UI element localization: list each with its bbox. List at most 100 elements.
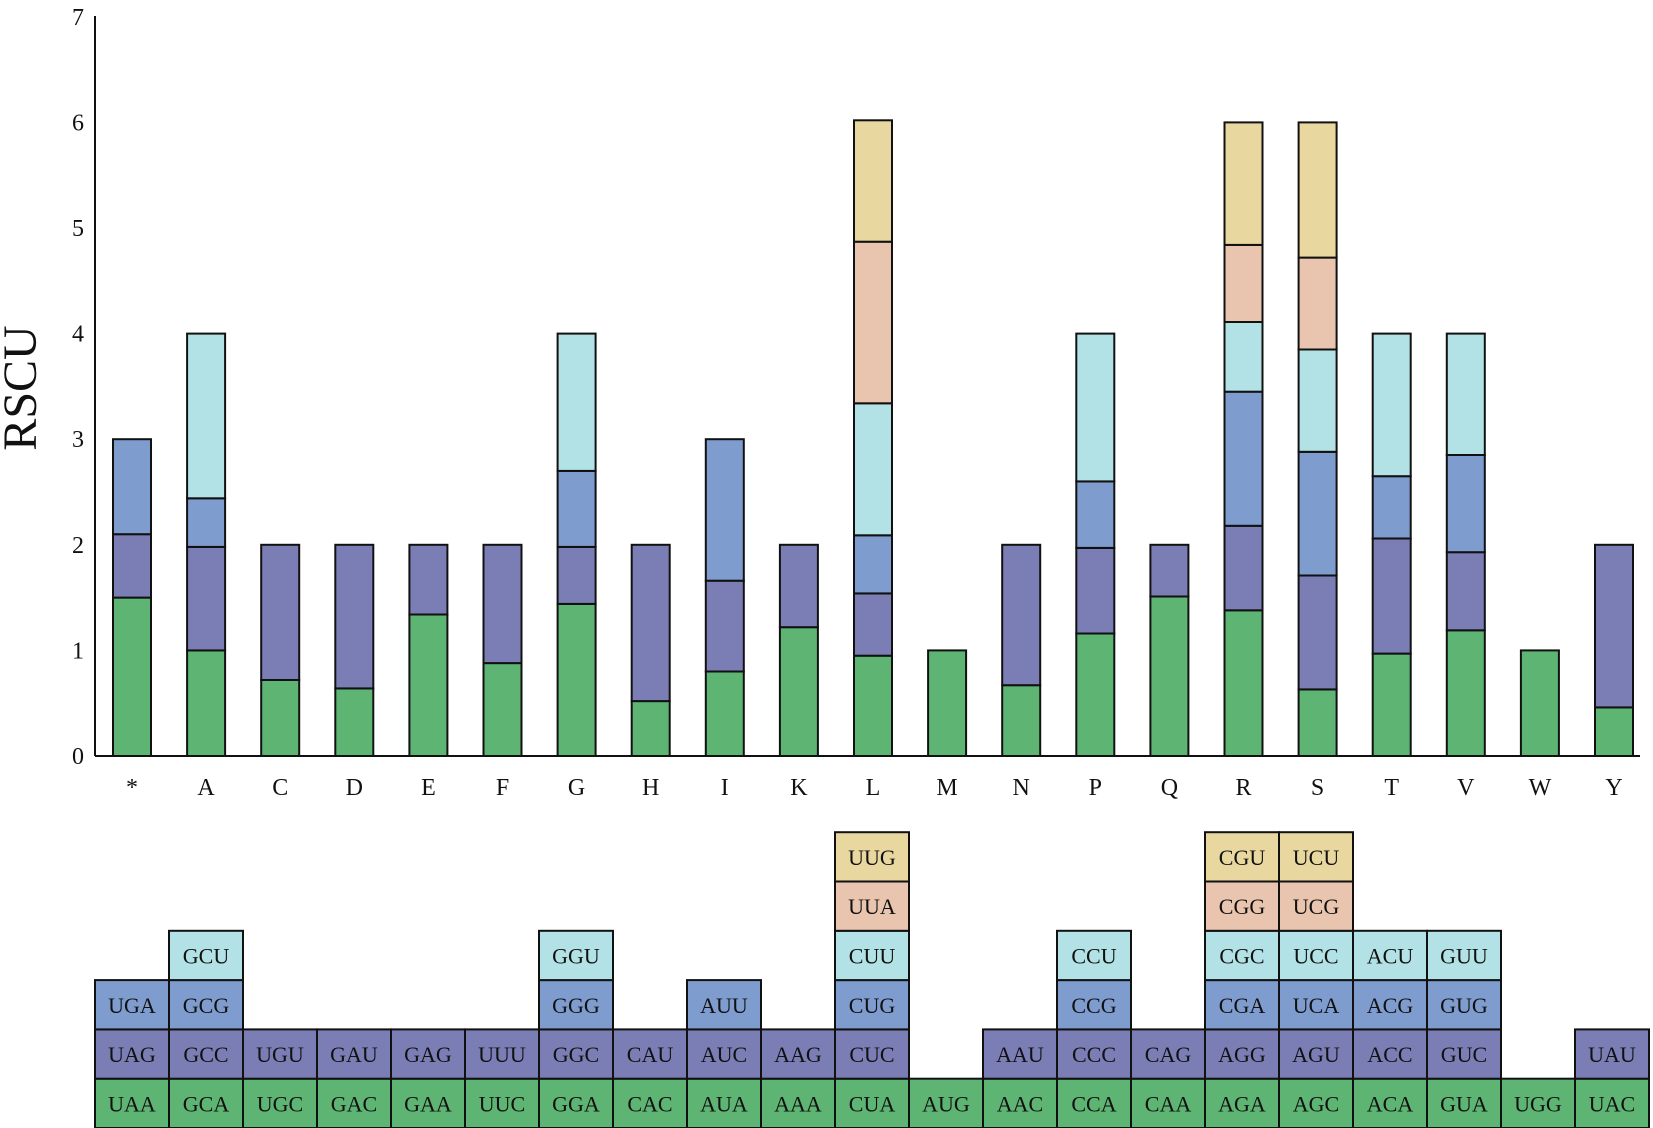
codon-cell-CUU: [834, 929, 910, 982]
codon-cell-AUG: [908, 1077, 984, 1128]
codon-label-UGC: UGC: [257, 1091, 303, 1116]
x-tick-label: H: [642, 775, 659, 801]
codon-cell-CCC: [1056, 1028, 1132, 1080]
codon-cell-GCG: [168, 979, 244, 1031]
codon-label-CUA: CUA: [849, 1091, 896, 1116]
codon-cell-UCU: [1278, 831, 1354, 883]
bar-segment-Q-CAG: [1149, 543, 1190, 598]
bar-segment-A-GCA: [186, 649, 227, 758]
bar-segment-G-GGC: [556, 545, 597, 605]
codon-cell-CAG: [1130, 1028, 1206, 1080]
codon-label-UUU: UUU: [478, 1042, 526, 1067]
bar-segment-G-GGA: [556, 602, 597, 758]
y-tick-label: 4: [72, 322, 84, 348]
codon-label-AUA: AUA: [700, 1091, 748, 1116]
bar-segment-A-GCU: [186, 332, 227, 500]
codon-cell-AGA: [1204, 1077, 1280, 1128]
codon-cell-CGU: [1204, 831, 1280, 883]
codon-cell-UAU: [1574, 1028, 1650, 1080]
y-tick-label: 6: [72, 110, 84, 136]
codon-cell-AGU: [1278, 1028, 1354, 1080]
codon-table: UAA UAG UGA GCA GCC GCG GCU UGC UGU GAC GAU GAA GAG U…: [94, 831, 1650, 1128]
y-tick-label: 0: [72, 744, 84, 770]
codon-label-CCU: CCU: [1071, 943, 1116, 968]
bar-segment-A-GCG: [186, 497, 227, 548]
x-tick-label: E: [421, 775, 436, 801]
codon-cell-CUG: [834, 979, 910, 1031]
codon-label-CUC: CUC: [849, 1042, 894, 1067]
bar-segment-S-AGU: [1297, 574, 1338, 691]
codon-cell-GUU: [1426, 929, 1502, 982]
bar-segment-K-AAA: [778, 626, 819, 758]
codon-label-UCG: UCG: [1293, 894, 1340, 919]
codon-label-GAA: GAA: [404, 1091, 452, 1116]
bar-segment-T-ACG: [1371, 475, 1412, 540]
codon-label-AAU: AAU: [996, 1042, 1044, 1067]
x-tick-label: P: [1089, 775, 1102, 801]
codon-cell-GAU: [316, 1028, 392, 1080]
bar-segment-I-AUU: [704, 438, 745, 582]
codon-cell-CCG: [1056, 979, 1132, 1031]
bar-segment-S-UCU: [1297, 121, 1338, 259]
codon-label-GGU: GGU: [552, 943, 600, 968]
codon-label-GGC: GGC: [553, 1042, 599, 1067]
x-tick-label: M: [936, 775, 957, 801]
x-tick-label: D: [346, 775, 363, 801]
codon-cell-GGC: [538, 1028, 614, 1080]
y-tick-label: 1: [72, 638, 84, 664]
codon-cell-GUC: [1426, 1028, 1502, 1080]
codon-label-AGA: AGA: [1218, 1091, 1266, 1116]
codon-cell-CGC: [1204, 929, 1280, 982]
codon-label-CUG: CUG: [849, 993, 896, 1018]
x-tick-label: G: [568, 775, 585, 801]
bar-segment-R-CGC: [1223, 321, 1264, 393]
codon-label-GAU: GAU: [330, 1042, 378, 1067]
bar-segment-D-GAC: [334, 687, 375, 758]
codon-cell-UGU: [242, 1028, 318, 1080]
bar-segment-V-GUC: [1445, 551, 1486, 632]
bar-segment-P-CCG: [1075, 480, 1116, 549]
codon-label-AGG: AGG: [1218, 1042, 1266, 1067]
codon-label-UUC: UUC: [479, 1091, 525, 1116]
codon-label-UUA: UUA: [848, 894, 896, 919]
y-axis-label: RSCU: [0, 325, 47, 450]
codon-label-GUC: GUC: [1441, 1042, 1487, 1067]
bar-segment-R-CGA: [1223, 390, 1264, 527]
bar-segment-*-UAG: [112, 533, 152, 599]
codon-label-ACU: ACU: [1367, 943, 1414, 968]
bar-segment-P-CCA: [1075, 632, 1116, 757]
bar-segment-*-UGA: [112, 438, 152, 536]
codon-label-GCC: GCC: [183, 1042, 228, 1067]
bar-segment-T-ACC: [1371, 537, 1412, 655]
bar-segment-S-AGC: [1297, 688, 1338, 757]
codon-label-AGU: AGU: [1292, 1042, 1340, 1067]
x-tick-label: Y: [1605, 775, 1622, 801]
y-tick-label: 2: [72, 533, 84, 559]
codon-label-GAG: GAG: [404, 1042, 452, 1067]
codon-label-UCC: UCC: [1293, 943, 1338, 968]
codon-cell-ACG: [1352, 979, 1428, 1031]
bar-segment-N-AAC: [1001, 684, 1042, 758]
y-tick-label: 7: [72, 5, 84, 31]
codon-cell-ACU: [1352, 929, 1428, 982]
codon-label-CAA: CAA: [1145, 1091, 1192, 1116]
bar-segment-H-CAU: [630, 543, 671, 703]
codon-cell-GCU: [168, 929, 244, 982]
codon-cell-GCC: [168, 1028, 244, 1080]
x-tick-label: Q: [1161, 775, 1178, 801]
bar-segment-F-UUC: [482, 662, 523, 757]
bar-segment-C-UGC: [260, 679, 301, 757]
codon-label-UGA: UGA: [108, 993, 156, 1018]
codon-label-GUU: GUU: [1440, 943, 1488, 968]
codon-cell-AAU: [982, 1028, 1058, 1080]
x-tick-label: W: [1529, 775, 1552, 801]
codon-label-CAU: CAU: [627, 1042, 674, 1067]
codon-label-CGG: CGG: [1219, 894, 1266, 919]
codon-label-UGG: UGG: [1514, 1091, 1562, 1116]
codon-label-GCG: GCG: [183, 993, 230, 1018]
bar-segment-T-ACU: [1371, 332, 1412, 478]
codon-cell-AUU: [686, 979, 762, 1031]
x-tick-label: R: [1235, 775, 1251, 801]
codon-label-AGC: AGC: [1293, 1091, 1339, 1116]
